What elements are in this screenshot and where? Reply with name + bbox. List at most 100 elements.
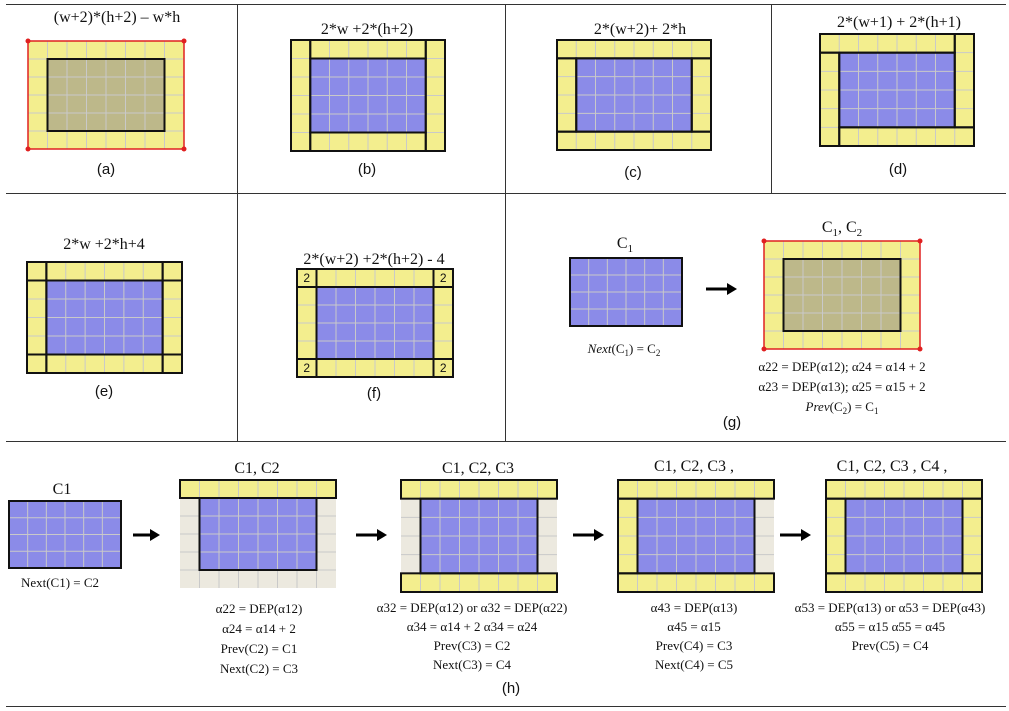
corner-count: 2	[440, 271, 447, 285]
equation-line: α55 = α15 α55 = α45	[835, 619, 945, 634]
arrow-right-icon	[780, 529, 811, 541]
label-b: (b)	[358, 161, 376, 178]
corner-dot	[181, 146, 187, 152]
corner-dot	[25, 38, 31, 44]
grid-h-s4	[617, 479, 775, 593]
h-s4-lines: α43 = DEP(α13) α45 = α15 Prev(C4) = C3 Next…	[651, 600, 738, 672]
interior-outline	[315, 286, 435, 360]
panel-e: 2*w +2*h+4 (e)	[26, 236, 183, 400]
grid-b	[290, 39, 446, 152]
outer-outline	[763, 240, 921, 350]
panel-b: 2*w +2*(h+2) (b)	[290, 21, 446, 178]
grid-h-s2	[179, 479, 337, 588]
equation-line: α45 = α15	[667, 619, 720, 634]
background-cells	[316, 498, 336, 588]
formula-b: 2*w +2*(h+2)	[321, 21, 413, 38]
grid-c	[556, 39, 712, 152]
border-strip	[26, 261, 48, 282]
panel-a: (w+2)*(h+2) – w*h (a)	[25, 9, 187, 178]
panel-f: 2*(w+2) +2*(h+2) - 4 2 2 2 2 (f)	[296, 251, 454, 402]
g-prev-c2: Prev(C2) = C1	[805, 399, 879, 416]
equation-line: Prev(C2) = C1	[221, 641, 298, 656]
label-e: (e)	[95, 383, 113, 400]
grid-e	[26, 261, 183, 374]
panel-g: C1 C1, C2 Next(C1) = C2 α22 = DEP(α12); …	[569, 219, 926, 431]
panel-h: C1 Next(C1) = C2 C1, C2 α22 = DEP(α12)α2…	[8, 458, 986, 697]
border-strip	[26, 353, 48, 374]
interior-outline	[419, 497, 539, 575]
corner-dot	[917, 238, 923, 244]
corner-count: 2	[303, 361, 310, 375]
g-next-c1: Next(C1) = C2	[587, 341, 661, 358]
panel-c: 2*(w+2)+ 2*h (c)	[556, 21, 712, 181]
label-f: (f)	[367, 385, 381, 402]
interior-outline	[569, 257, 683, 327]
interior-outline	[844, 497, 964, 575]
equation-line: Next(C4) = C5	[655, 657, 733, 672]
corner-dot	[761, 346, 767, 352]
formula-d: 2*(w+1) + 2*(h+1)	[837, 14, 961, 31]
grid-h-s1	[8, 500, 122, 569]
arrow-head	[377, 529, 387, 541]
grid-g-c1	[569, 257, 683, 327]
interior-outline	[8, 500, 122, 569]
equation-line: Next(C2) = C3	[220, 661, 298, 676]
g-line-2: α23 = DEP(α13); α25 = α15 + 2	[758, 379, 925, 394]
h-s5-lines: α53 = DEP(α13) or α53 = DEP(α43) α55 = α1…	[795, 600, 986, 653]
h-s1-next: Next(C1) = C2	[21, 575, 99, 590]
grid-h-s3	[400, 479, 558, 593]
equation-line: Prev(C4) = C3	[656, 638, 733, 653]
interior-outline	[46, 58, 166, 132]
border-strip	[161, 353, 183, 374]
corner-count: 2	[303, 271, 310, 285]
arrow-head	[150, 529, 160, 541]
equation-line: Prev(C5) = C4	[852, 638, 929, 653]
arrow-head	[594, 529, 604, 541]
interior-outline	[575, 57, 693, 133]
equation-line: α34 = α14 + 2 α34 = α24	[407, 619, 538, 634]
arrow-head	[727, 283, 737, 295]
equation-line: α32 = DEP(α12) or α32 = DEP(α22)	[377, 600, 568, 615]
label-a: (a)	[97, 161, 115, 178]
grid-d	[819, 33, 975, 148]
background-cells	[180, 498, 200, 588]
equation-line: Next(C3) = C4	[433, 657, 512, 672]
grid-g-c2	[761, 238, 923, 352]
arrow-right-icon	[573, 529, 604, 541]
label-g: (g)	[723, 414, 741, 431]
h-s2-title: C1, C2	[234, 460, 279, 477]
grid-h-s5	[825, 479, 983, 593]
corner-dot	[181, 38, 187, 44]
label-d: (d)	[889, 161, 907, 178]
arrow-right-icon	[133, 529, 160, 541]
panel-d: 2*(w+1) + 2*(h+1) (d)	[819, 14, 975, 178]
interior-outline	[636, 497, 756, 575]
outer-outline	[27, 40, 185, 150]
h-s3-lines: α32 = DEP(α12) or α32 = DEP(α22) α34 = α1…	[377, 600, 568, 672]
equation-line: α53 = DEP(α13) or α53 = DEP(α43)	[795, 600, 986, 615]
interior-outline	[198, 497, 318, 571]
arrow-right-icon	[356, 529, 387, 541]
equation-line: α22 = DEP(α12)	[216, 601, 303, 616]
h-s2-lines: α22 = DEP(α12) α24 = α14 + 2 Prev(C2) = C1…	[216, 601, 303, 676]
table-grid	[6, 4, 1006, 707]
formula-f: 2*(w+2) +2*(h+2) - 4	[303, 251, 444, 268]
equation-line: α43 = DEP(α13)	[651, 600, 738, 615]
label-h: (h)	[502, 680, 520, 697]
border-strip	[161, 261, 183, 282]
equation-line: Prev(C3) = C2	[434, 638, 511, 653]
formula-c: 2*(w+2)+ 2*h	[594, 21, 686, 38]
g-line-1: α22 = DEP(α12); α24 = α14 + 2	[758, 359, 925, 374]
h-s1-title: C1	[53, 481, 72, 498]
interior-outline	[309, 57, 427, 134]
h-s3-title: C1, C2, C3	[442, 460, 514, 477]
corner-count: 2	[440, 361, 447, 375]
grid-a	[25, 38, 187, 152]
formula-e: 2*w +2*h+4	[63, 236, 145, 253]
corner-dot	[917, 346, 923, 352]
interior-outline	[45, 279, 164, 356]
grid-f: 2 2 2 2	[296, 268, 454, 378]
equation-line: α24 = α14 + 2	[222, 621, 296, 636]
arrow-head	[801, 529, 811, 541]
